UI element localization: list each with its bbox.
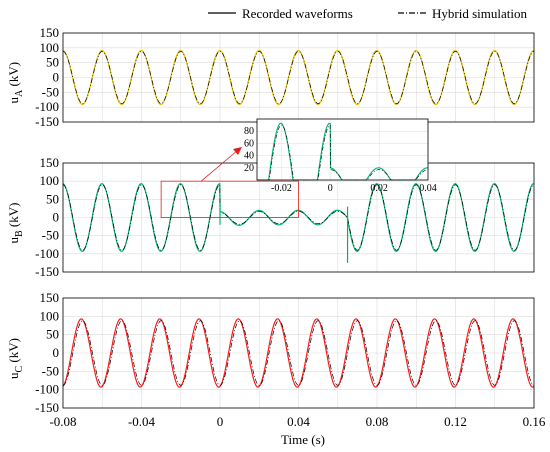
panel-c-yticks: 150 100 50 0 -50 -100 -150	[35, 290, 59, 415]
y-tick-label: 0	[53, 345, 60, 360]
legend: Recorded waveforms Hybrid simulation	[208, 6, 527, 21]
panel-a-series	[62, 49, 535, 106]
y-tick-label: 0	[53, 70, 60, 85]
y-tick-label: 150	[40, 25, 60, 40]
x-axis-label: Time (s)	[281, 432, 325, 447]
inset-y-tick-label: 20	[244, 163, 254, 174]
x-tick-label: 0.08	[366, 414, 389, 429]
y-tick-label: -150	[35, 400, 59, 415]
y-tick-label: 50	[46, 55, 59, 70]
y-tick-label: 150	[40, 290, 60, 305]
x-tick-label: 0.16	[523, 414, 546, 429]
y-tick-label: 0	[53, 210, 60, 225]
panel-a-grid	[62, 32, 535, 123]
inset-x-tick-label: 0.04	[419, 183, 437, 194]
panel-c-xticks: -0.08 -0.04 0 0.04 0.08 0.12 0.16	[49, 414, 545, 429]
panel-c-series	[62, 318, 535, 388]
series-recorded-waveform	[62, 184, 535, 251]
series-recorded-waveform	[62, 51, 535, 104]
zoom-annotation	[160, 147, 299, 218]
series-hybrid-simulation	[62, 49, 535, 106]
y-tick-label: -150	[35, 264, 59, 279]
panel-c-frame	[62, 297, 535, 409]
y-tick-label: 100	[40, 308, 60, 323]
x-tick-label: -0.08	[49, 414, 76, 429]
zoom-arrow-head	[233, 147, 242, 155]
panel-c-grid	[62, 297, 535, 409]
inset-background	[257, 119, 428, 180]
inset-x-tick-label: 0.02	[370, 183, 388, 194]
inset-frame	[256, 118, 429, 181]
panel-a-ylabel: uA (kV)	[6, 62, 25, 104]
y-tick-label: -100	[35, 246, 59, 261]
panel-phase-c: 150 100 50 0 -50 -100 -150 -0.08 -0.04 0 0.04 0.08…	[6, 290, 546, 447]
x-tick-label: 0.04	[287, 414, 310, 429]
inset-y-tick-label: 40	[244, 151, 254, 162]
zoom-source-box	[160, 180, 299, 218]
x-tick-label: -0.04	[128, 414, 156, 429]
y-tick-label: -50	[42, 84, 59, 99]
zoom-arrow-line	[200, 149, 239, 182]
y-tick-label: 100	[40, 173, 60, 188]
legend-recorded-label: Recorded waveforms	[242, 6, 353, 21]
panel-c-ylabel: uC (kV)	[6, 338, 25, 379]
y-tick-label: -100	[35, 382, 59, 397]
panel-b-ylabel: uB (kV)	[6, 203, 25, 244]
y-tick-label: -50	[42, 228, 59, 243]
y-tick-label: 50	[46, 191, 59, 206]
legend-hybrid-label: Hybrid simulation	[432, 6, 527, 21]
series-hybrid-simulation	[62, 318, 535, 388]
x-tick-label: 0.12	[444, 414, 467, 429]
inset-x-tick-label: 0	[328, 183, 333, 194]
y-tick-label: -100	[35, 99, 59, 114]
inset-y-tick-label: 80	[244, 126, 254, 137]
y-tick-label: 50	[46, 327, 59, 342]
inset-y-tick-label: 60	[244, 138, 254, 149]
y-tick-label: -150	[35, 114, 59, 129]
panel-b-yticks: 150 100 50 0 -50 -100 -150	[35, 155, 59, 279]
inset-x-tick-label: -0.02	[271, 183, 292, 194]
x-tick-label: 0	[217, 414, 224, 429]
y-tick-label: 150	[40, 155, 60, 170]
y-tick-label: 100	[40, 40, 60, 55]
y-tick-label: -50	[42, 363, 59, 378]
